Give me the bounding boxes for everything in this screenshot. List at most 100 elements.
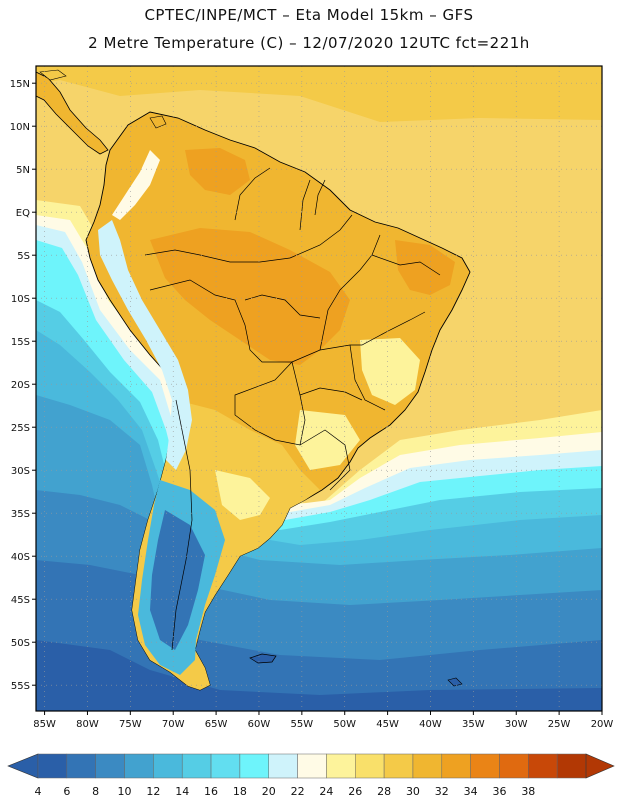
latitude-tick-label: 55S — [11, 681, 30, 692]
central-america-land — [36, 71, 109, 155]
colorbar-swatch — [153, 753, 183, 779]
colorbar-swatch — [556, 753, 587, 779]
colorbar-label: 32 — [435, 785, 449, 798]
country-borders — [144, 167, 441, 651]
colorbar-label: 4 — [35, 785, 42, 798]
amazon-warm-core — [150, 228, 350, 365]
colorbar-label: 34 — [464, 785, 478, 798]
colorbar-swatch — [210, 753, 241, 779]
border-line — [244, 294, 321, 319]
caribbean-island — [39, 69, 67, 81]
latitude-axis: 15N 10N 5N EQ 5S 10S 15S 20S 25S 30S 35S 40S 45S 50S 5… — [10, 79, 36, 692]
caribbean-island — [149, 115, 167, 129]
colorbar-swatch — [297, 753, 327, 779]
latitude-tick-label: 25S — [11, 423, 30, 434]
colorbar-label: 28 — [377, 785, 391, 798]
colorbar-min-triangle — [7, 753, 39, 779]
colorbar-swatch — [124, 753, 154, 779]
longitude-tick-label: 20W — [591, 719, 614, 730]
latitude-tick-label: 50S — [11, 638, 30, 649]
longitude-tick-label: 85W — [33, 719, 56, 730]
latitude-tick-label: 30S — [11, 466, 30, 477]
colorbar-labels: 4 6 8 10 12 14 16 18 20 22 24 26 28 30 32 34 36 38 — [35, 785, 536, 798]
longitude-tick-label: 80W — [76, 719, 99, 730]
border-line — [171, 399, 193, 651]
border-line — [299, 429, 351, 491]
chart-title: CPTEC/INPE/MCT – Eta Model 15km – GFS — [144, 6, 474, 24]
latitude-tick-label: 20S — [11, 380, 30, 391]
colorbar-swatch — [528, 753, 558, 779]
latitude-tick-label: 15N — [10, 79, 30, 90]
longitude-tick-label: 65W — [205, 719, 228, 730]
colorbar-swatch — [355, 753, 385, 779]
colorbar-swatch — [239, 753, 269, 779]
colorbar-label: 38 — [521, 785, 535, 798]
latitude-tick-label: 10N — [10, 122, 30, 133]
colorbar-swatch — [383, 753, 414, 779]
longitude-tick-label: 55W — [291, 719, 314, 730]
southeast-brazil-mild-area — [360, 338, 420, 405]
border-line — [299, 387, 363, 401]
longitude-tick-label: 25W — [548, 719, 571, 730]
colorbar — [7, 753, 615, 779]
colorbar-swatch — [66, 753, 96, 779]
ocean-north-band — [36, 66, 602, 122]
map-field — [36, 66, 602, 711]
south-georgia-island — [447, 677, 463, 687]
colorbar-label: 12 — [146, 785, 160, 798]
south-brazil-mild-area — [295, 410, 360, 470]
northern-andes-strip — [112, 150, 160, 220]
colorbar-label: 18 — [233, 785, 247, 798]
colorbar-label: 6 — [63, 785, 70, 798]
longitude-tick-label: 40W — [419, 719, 442, 730]
longitude-axis: 85W 80W 75W 70W 65W 60W 55W 50W 45W 40W 35W 30W 25W 2… — [33, 711, 613, 730]
border-line — [234, 167, 271, 221]
latitude-tick-label: 45S — [11, 595, 30, 606]
colorbar-max-triangle — [585, 753, 615, 779]
pampas-mild-area — [215, 470, 270, 520]
border-line — [349, 344, 386, 411]
colorbar-swatch — [499, 753, 529, 779]
longitude-tick-label: 45W — [376, 719, 399, 730]
latitude-tick-label: 15S — [11, 337, 30, 348]
colorbar-label: 8 — [92, 785, 99, 798]
border-line — [289, 214, 353, 259]
border-line — [319, 234, 381, 351]
border-line — [371, 254, 441, 276]
border-line — [299, 179, 311, 231]
colorbar-label: 36 — [492, 785, 506, 798]
colorbar-swatch — [412, 753, 443, 779]
latitude-tick-label: 10S — [11, 294, 30, 305]
colorbar-label: 30 — [406, 785, 420, 798]
falkland-islands — [249, 653, 277, 664]
patagonia-cold-core — [150, 510, 205, 650]
longitude-tick-label: 30W — [505, 719, 528, 730]
chart-subtitle: 2 Metre Temperature (C) – 12/07/2020 12U… — [88, 34, 530, 52]
longitude-tick-label: 50W — [333, 719, 356, 730]
longitude-tick-label: 70W — [162, 719, 185, 730]
latitude-tick-label: 35S — [11, 509, 30, 520]
colorbar-swatch — [441, 753, 471, 779]
longitude-tick-label: 60W — [248, 719, 271, 730]
border-line — [144, 249, 291, 263]
colorbar-swatch — [326, 753, 356, 779]
latitude-tick-label: EQ — [16, 208, 30, 219]
border-line — [234, 361, 306, 446]
colorbar-swatch — [470, 753, 500, 779]
colorbar-swatch — [181, 753, 212, 779]
colorbar-label: 16 — [204, 785, 218, 798]
colorbar-label: 22 — [291, 785, 305, 798]
colorbar-swatch — [95, 753, 125, 779]
longitude-tick-label: 35W — [462, 719, 485, 730]
latitude-tick-label: 40S — [11, 552, 30, 563]
latitude-tick-label: 5S — [17, 251, 30, 262]
colorbar-label: 10 — [118, 785, 132, 798]
colorbar-swatch — [268, 753, 298, 779]
longitude-tick-label: 75W — [119, 719, 142, 730]
venezuela-warm-core — [185, 148, 250, 195]
colorbar-label: 24 — [319, 785, 333, 798]
colorbar-label: 20 — [262, 785, 276, 798]
map-frame — [35, 65, 603, 712]
ocean-band-4 — [36, 640, 602, 711]
